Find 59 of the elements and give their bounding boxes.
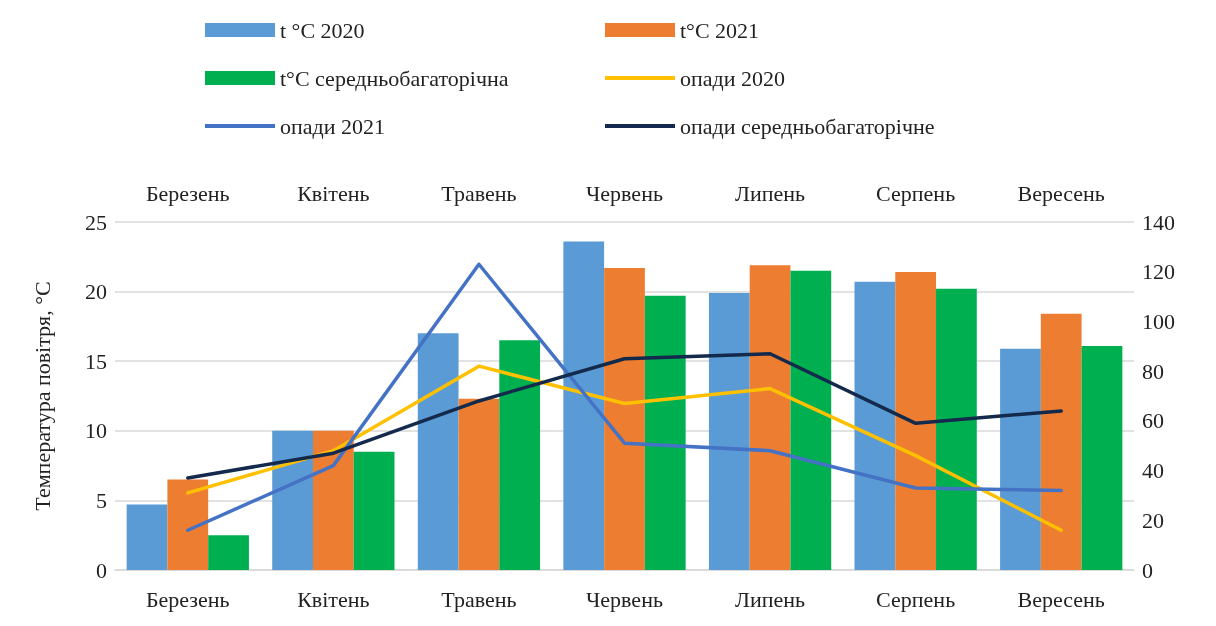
x-tick-label: Березень xyxy=(145,586,230,612)
x-tick-label: Вересень xyxy=(1017,586,1105,612)
y2-tick-label: 120 xyxy=(1142,259,1175,285)
bar xyxy=(936,288,977,570)
bar xyxy=(312,430,354,570)
x-tick-label: Квітень xyxy=(297,586,370,612)
bar xyxy=(499,340,541,570)
legend-label: опади 2020 xyxy=(680,65,786,91)
x-tick-label: Липень xyxy=(735,586,806,612)
category-label: Березень xyxy=(145,180,230,206)
y-tick-label: 15 xyxy=(85,348,107,374)
bar xyxy=(644,295,686,570)
legend-label: опади 2021 xyxy=(280,113,386,139)
bar xyxy=(417,333,459,570)
bar xyxy=(1081,345,1123,570)
bar xyxy=(1000,348,1041,570)
legend-label: t°C 2021 xyxy=(680,17,760,43)
category-label: Липень xyxy=(735,180,806,206)
line-series xyxy=(186,262,1063,532)
bar xyxy=(272,430,313,570)
y2-tick-label: 60 xyxy=(1142,408,1164,434)
category-label: Серпень xyxy=(876,180,956,206)
x-tick-label: Травень xyxy=(441,586,517,612)
bar xyxy=(604,267,645,570)
y-tick-label: 25 xyxy=(85,209,107,235)
line-series xyxy=(186,364,1063,532)
bar xyxy=(790,270,832,570)
category-label: Квітень xyxy=(297,180,370,206)
bar xyxy=(708,292,750,570)
legend-label: t °C 2020 xyxy=(280,17,365,43)
bar xyxy=(353,451,395,570)
x-tick-label: Червень xyxy=(586,586,663,612)
legend-label: опади середньобагаторічне xyxy=(680,113,935,139)
y-tick-label: 5 xyxy=(96,487,107,513)
bar xyxy=(1040,313,1082,570)
bar xyxy=(895,272,937,570)
y-tick-label: 20 xyxy=(85,279,107,305)
category-label: Вересень xyxy=(1017,180,1105,206)
line-series xyxy=(186,351,1063,480)
x-tick-label: Серпень xyxy=(876,586,956,612)
bar xyxy=(126,504,168,570)
bar xyxy=(167,479,209,570)
bar xyxy=(458,398,500,570)
bar xyxy=(749,265,791,570)
category-label: Травень xyxy=(441,180,517,206)
y2-tick-label: 40 xyxy=(1142,458,1164,484)
y2-tick-label: 140 xyxy=(1142,209,1175,235)
y2-tick-label: 20 xyxy=(1142,507,1164,533)
y-tick-label: 10 xyxy=(85,418,107,444)
y2-tick-label: 80 xyxy=(1142,358,1164,384)
y2-tick-label: 100 xyxy=(1142,308,1175,334)
y-tick-label: 0 xyxy=(96,557,107,583)
legend-label: t°C середньобагаторічна xyxy=(280,65,509,91)
y-axis-title: Температура повітря, °С xyxy=(29,281,55,511)
bar xyxy=(563,241,605,570)
y2-tick-label: 0 xyxy=(1142,557,1153,583)
bar xyxy=(208,535,249,570)
category-label: Червень xyxy=(586,180,663,206)
bar xyxy=(854,281,896,570)
